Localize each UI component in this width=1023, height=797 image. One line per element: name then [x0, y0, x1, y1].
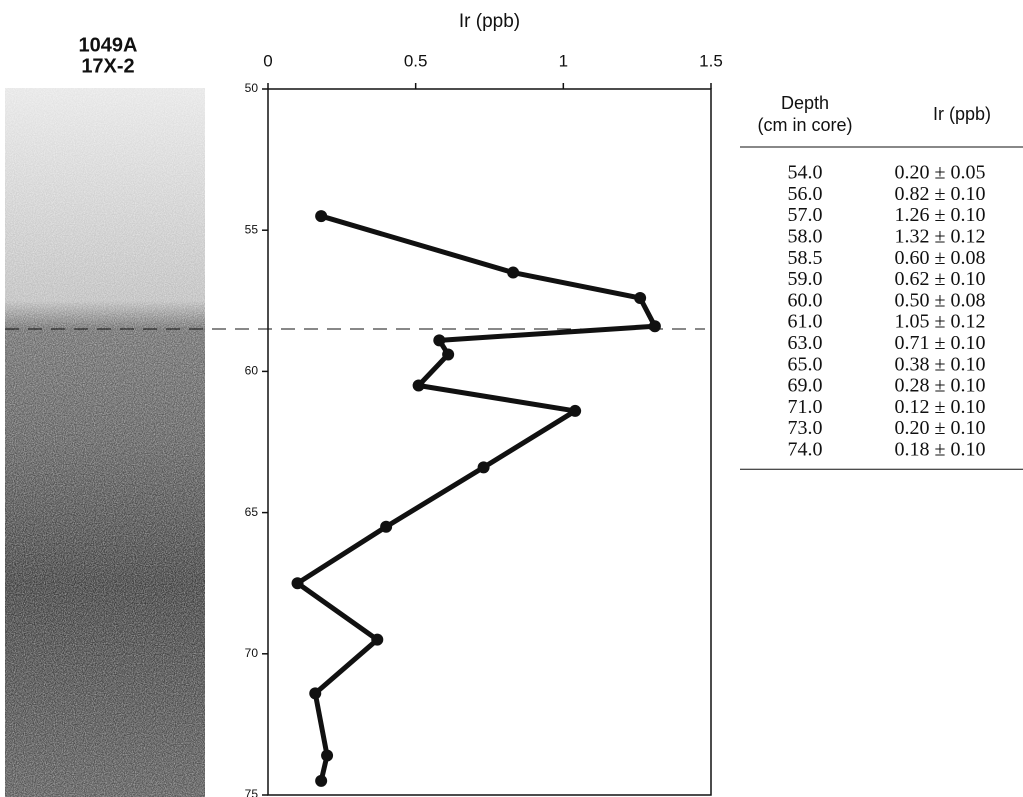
table-cell: 0.20 ± 0.05	[895, 162, 986, 184]
table-cell: 56.0	[788, 183, 823, 205]
core-label: 1049A	[79, 34, 138, 56]
table-cell: 0.20 ± 0.10	[895, 417, 986, 439]
data-point	[477, 461, 490, 474]
data-point	[433, 334, 446, 347]
table-cell: 0.50 ± 0.08	[895, 289, 986, 311]
x-tick-label: 1	[559, 51, 568, 70]
data-point	[309, 687, 322, 700]
y-tick-label: 50	[245, 81, 259, 95]
data-point	[569, 404, 582, 417]
table-cell: 0.38 ± 0.10	[895, 353, 986, 375]
x-axis-label: Ir (ppb)	[459, 11, 520, 32]
table-cell: 60.0	[788, 289, 823, 311]
x-tick-label: 1.5	[699, 51, 723, 70]
table-header: Depth (cm in core)	[757, 93, 852, 135]
table-cell: 0.82 ± 0.10	[895, 183, 986, 205]
y-tick-label: 70	[245, 646, 259, 660]
data-point	[442, 348, 455, 361]
data-point	[315, 210, 328, 223]
data-line	[295, 213, 658, 782]
y-tick-label: 55	[245, 222, 259, 236]
data-point	[291, 577, 304, 590]
x-tick-label: 0	[263, 51, 272, 70]
data-point	[412, 379, 425, 392]
table-cell: 73.0	[788, 417, 823, 439]
table-cell: 1.26 ± 0.10	[895, 204, 986, 226]
data-point	[315, 774, 328, 787]
plot-frame	[267, 88, 712, 796]
y-tick-label: 75	[245, 787, 259, 797]
table-cell: 54.0	[788, 162, 823, 184]
table-cell: 74.0	[788, 438, 823, 460]
table-cell: 0.12 ± 0.10	[895, 396, 986, 418]
table-cell: 0.18 ± 0.10	[895, 438, 986, 460]
data-point	[507, 266, 520, 279]
table-cell: 61.0	[788, 311, 823, 333]
y-tick-label: 65	[245, 505, 259, 519]
table-cell: 0.60 ± 0.08	[895, 247, 986, 269]
core-label: 17X-2	[81, 55, 134, 77]
table-cell: 0.62 ± 0.10	[895, 268, 986, 290]
data-point	[380, 520, 393, 533]
table-cell: 0.28 ± 0.10	[895, 375, 986, 397]
core-texture	[5, 88, 205, 797]
table-cell: 58.5	[788, 247, 823, 269]
table-header: Ir (ppb)	[933, 104, 991, 124]
data-point	[321, 749, 334, 762]
table-cell: 1.05 ± 0.12	[895, 311, 986, 333]
table-cell: 58.0	[788, 225, 823, 247]
data-point	[371, 633, 384, 646]
table-cell: 57.0	[788, 204, 823, 226]
table-cell: 63.0	[788, 332, 823, 354]
data-point	[634, 291, 647, 304]
table-cell: 65.0	[788, 353, 823, 375]
y-tick-label: 60	[245, 364, 259, 378]
x-tick-label: 0.5	[404, 51, 428, 70]
table-cell: 71.0	[788, 396, 823, 418]
table-cell: 0.71 ± 0.10	[895, 332, 986, 354]
table-cell: 69.0	[788, 375, 823, 397]
table-cell: 1.32 ± 0.12	[895, 225, 986, 247]
table-cell: 59.0	[788, 268, 823, 290]
data-point	[648, 320, 661, 333]
